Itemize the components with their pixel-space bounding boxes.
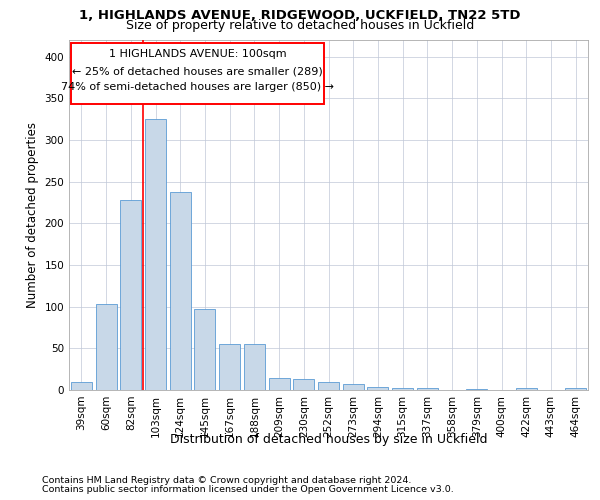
Bar — [516, 388, 537, 390]
Text: Contains public sector information licensed under the Open Government Licence v3: Contains public sector information licen… — [42, 485, 454, 494]
Bar — [219, 344, 240, 390]
Bar — [466, 389, 487, 390]
Text: 1 HIGHLANDS AVENUE: 100sqm: 1 HIGHLANDS AVENUE: 100sqm — [109, 49, 286, 59]
Y-axis label: Number of detached properties: Number of detached properties — [26, 122, 39, 308]
Bar — [244, 344, 265, 390]
Text: 74% of semi-detached houses are larger (850) →: 74% of semi-detached houses are larger (… — [61, 82, 334, 92]
Bar — [392, 388, 413, 390]
Text: Distribution of detached houses by size in Uckfield: Distribution of detached houses by size … — [170, 432, 488, 446]
Bar — [269, 378, 290, 390]
Bar — [71, 382, 92, 390]
Bar — [194, 309, 215, 390]
Bar — [318, 382, 339, 390]
Bar — [367, 386, 388, 390]
Bar — [145, 119, 166, 390]
Bar — [417, 388, 438, 390]
FancyBboxPatch shape — [71, 44, 323, 104]
Bar — [293, 379, 314, 390]
Text: Size of property relative to detached houses in Uckfield: Size of property relative to detached ho… — [126, 19, 474, 32]
Bar — [170, 192, 191, 390]
Bar — [120, 200, 141, 390]
Text: ← 25% of detached houses are smaller (289): ← 25% of detached houses are smaller (28… — [72, 66, 323, 76]
Bar — [343, 384, 364, 390]
Text: Contains HM Land Registry data © Crown copyright and database right 2024.: Contains HM Land Registry data © Crown c… — [42, 476, 412, 485]
Bar — [95, 304, 116, 390]
Bar — [565, 388, 586, 390]
Text: 1, HIGHLANDS AVENUE, RIDGEWOOD, UCKFIELD, TN22 5TD: 1, HIGHLANDS AVENUE, RIDGEWOOD, UCKFIELD… — [79, 9, 521, 22]
